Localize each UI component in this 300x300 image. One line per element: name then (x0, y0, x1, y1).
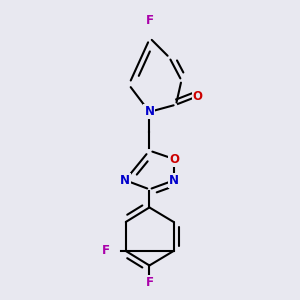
Text: O: O (193, 90, 203, 103)
Text: N: N (169, 174, 179, 187)
Text: F: F (146, 14, 154, 26)
Text: N: N (120, 174, 130, 187)
Text: F: F (102, 244, 110, 257)
Text: F: F (146, 276, 153, 289)
Text: N: N (144, 105, 154, 119)
Text: O: O (169, 153, 179, 166)
